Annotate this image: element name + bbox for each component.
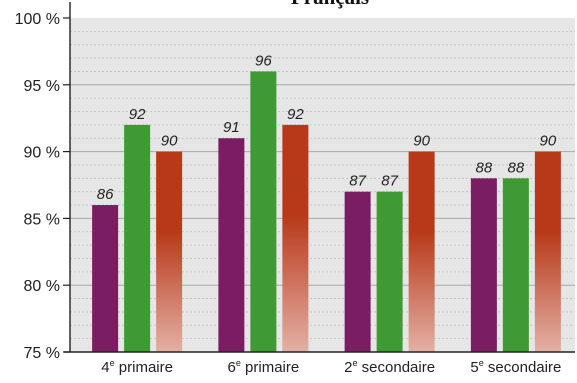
data-label: 90 — [413, 133, 430, 150]
bar — [92, 205, 119, 352]
y-tick-label: 95 % — [24, 78, 60, 95]
bar — [376, 191, 403, 352]
bar — [344, 191, 371, 352]
axes: 75 % 80 % 85 % 90 % 95 % 100 % 4e primaire 6e p… — [15, 2, 575, 376]
bar — [408, 151, 435, 352]
bar — [282, 124, 309, 352]
data-label: 90 — [540, 133, 557, 150]
x-tick-label: 5e secondaire — [470, 358, 561, 376]
data-label: 88 — [476, 159, 493, 176]
bar — [470, 178, 497, 352]
y-tick-label: 85 % — [24, 211, 60, 228]
data-label: 91 — [223, 119, 240, 136]
x-tick-label: 6e primaire — [228, 358, 300, 376]
y-tick-label: 75 % — [24, 345, 60, 362]
y-tick-label: 100 % — [15, 11, 60, 28]
data-label: 87 — [349, 173, 366, 190]
data-label: 92 — [129, 106, 146, 123]
y-tick-label: 90 % — [24, 145, 60, 162]
data-label: 87 — [381, 173, 398, 190]
y-tick-label: 80 % — [24, 278, 60, 295]
x-tick-label: 2e secondaire — [344, 358, 435, 376]
bars — [92, 71, 561, 352]
bar — [218, 138, 245, 352]
data-labels: 86 92 90 91 96 92 87 87 90 88 88 90 — [97, 52, 557, 203]
x-tick-label: 4e primaire — [101, 358, 173, 376]
data-label: 86 — [97, 186, 114, 203]
bar — [250, 71, 277, 352]
bar — [534, 151, 561, 352]
bar — [502, 178, 529, 352]
data-label: 88 — [508, 159, 525, 176]
chart-title: Français — [291, 0, 369, 9]
data-label: 90 — [161, 133, 178, 150]
data-label: 92 — [287, 106, 304, 123]
bar — [156, 151, 183, 352]
bar — [124, 124, 151, 352]
data-label: 96 — [255, 52, 272, 69]
